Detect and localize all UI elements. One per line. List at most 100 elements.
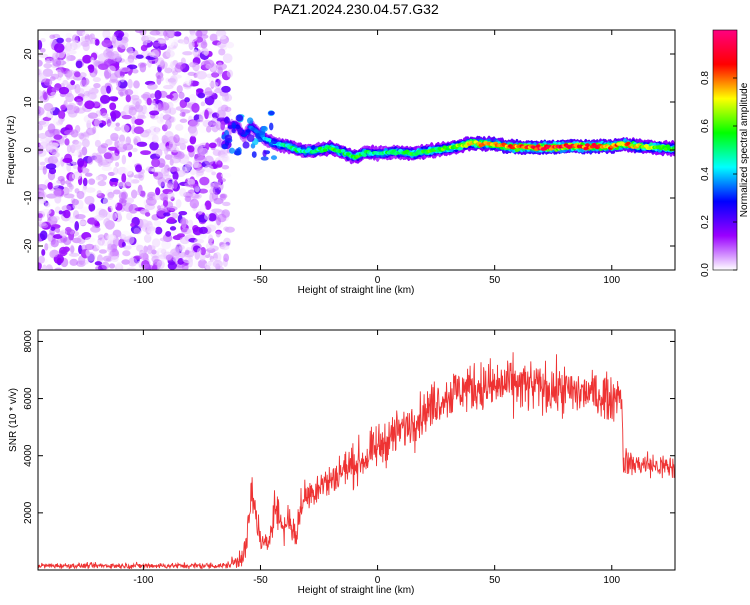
noise-blob — [109, 102, 117, 111]
noise-blob — [93, 82, 101, 89]
noise-blob — [188, 119, 200, 128]
noise-blob — [217, 106, 226, 115]
noise-blob — [165, 30, 175, 37]
noise-blob — [118, 192, 127, 201]
noise-blob — [98, 249, 107, 254]
noise-blob — [84, 236, 96, 243]
noise-blob — [103, 152, 112, 160]
noise-blob — [65, 41, 72, 52]
noise-blob — [143, 245, 148, 254]
noise-blob — [187, 178, 196, 186]
noise-blob — [122, 143, 134, 151]
noise-blob — [57, 67, 64, 78]
transition-blob — [246, 117, 254, 124]
noise-blob — [62, 157, 73, 164]
ridge-cell — [671, 146, 675, 150]
noise-blob — [127, 78, 133, 89]
noise-blob — [133, 227, 141, 234]
transition-blob — [270, 155, 278, 160]
noise-blob — [96, 190, 102, 197]
snr-axes: -100 -50 0 50 100 2000 4000 6000 8000 — [23, 330, 675, 586]
noise-blob — [52, 58, 62, 67]
noise-blob — [220, 120, 226, 131]
ridge-cell — [362, 153, 367, 157]
noise-blob — [167, 167, 178, 173]
noise-blob — [101, 261, 110, 270]
noise-blob — [100, 143, 109, 149]
noise-blob — [65, 37, 72, 43]
noise-blob — [169, 226, 177, 231]
noise-blob — [219, 194, 227, 201]
noise-blob — [226, 69, 234, 78]
noise-blob — [58, 110, 66, 120]
noise-blob — [125, 197, 135, 204]
noise-blob — [187, 145, 195, 153]
noise-blob — [179, 118, 188, 123]
noise-blob — [155, 148, 163, 157]
noise-blob — [107, 194, 114, 200]
noise-blob — [221, 209, 230, 218]
noise-blob — [66, 49, 77, 55]
noise-blob — [220, 172, 232, 178]
noise-blob — [163, 135, 169, 142]
noise-blob — [151, 168, 161, 173]
noise-blob — [58, 246, 68, 257]
noise-blob — [125, 94, 131, 103]
noise-blob — [134, 118, 144, 126]
snr-xtick-label: 100 — [603, 575, 620, 586]
noise-blob — [65, 71, 71, 81]
noise-blob — [113, 189, 121, 195]
noise-blob — [135, 30, 144, 34]
noise-blob — [92, 59, 99, 70]
noise-blob — [50, 226, 56, 231]
noise-blob — [65, 92, 74, 103]
noise-blob — [82, 31, 89, 37]
noise-blob — [145, 34, 152, 44]
snr-ytick-label: 6000 — [23, 387, 34, 410]
snr-xlabel: Height of straight line (km) — [298, 585, 415, 596]
noise-blob — [109, 72, 118, 83]
snr-ytick-label: 2000 — [23, 501, 34, 524]
noise-blob — [81, 244, 87, 251]
noise-blob — [65, 32, 73, 38]
noise-blob — [50, 215, 60, 221]
noise-blob — [155, 187, 161, 196]
colorbar-gradient — [713, 30, 737, 270]
noise-blob — [179, 112, 186, 117]
noise-blob — [107, 243, 113, 251]
noise-blob — [94, 139, 101, 148]
noise-blob — [116, 80, 121, 87]
ridge — [221, 110, 675, 165]
ridge-cell — [235, 125, 241, 129]
noise-blob — [109, 178, 119, 183]
noise-blob — [151, 249, 157, 255]
transition-blob — [224, 134, 233, 142]
noise-blob — [128, 106, 137, 116]
noise-blob — [125, 177, 133, 187]
noise-blob — [159, 237, 170, 242]
noise-blob — [39, 161, 46, 166]
spectrogram-ytick-label: -10 — [23, 190, 34, 205]
ridge-cell — [245, 129, 251, 133]
noise-blob — [44, 129, 55, 138]
noise-blob — [83, 85, 92, 91]
transition-blob — [246, 134, 255, 142]
noise-blob — [87, 155, 94, 165]
noise-blob — [124, 58, 135, 65]
noise-blob — [66, 144, 72, 153]
noise-blob — [165, 230, 172, 237]
noise-blob — [84, 195, 95, 205]
noise-blob — [205, 242, 214, 250]
noise-blob — [212, 71, 219, 79]
noise-blob — [100, 94, 111, 104]
noise-blob — [198, 80, 208, 89]
noise-blob — [221, 85, 231, 93]
noise-blob — [66, 162, 72, 172]
noise-blob — [70, 40, 81, 50]
noise-blob — [162, 114, 172, 121]
snr-marks — [38, 352, 675, 570]
noise-blob — [222, 53, 233, 64]
noise-blob — [38, 133, 48, 139]
noise-blob — [52, 182, 59, 189]
